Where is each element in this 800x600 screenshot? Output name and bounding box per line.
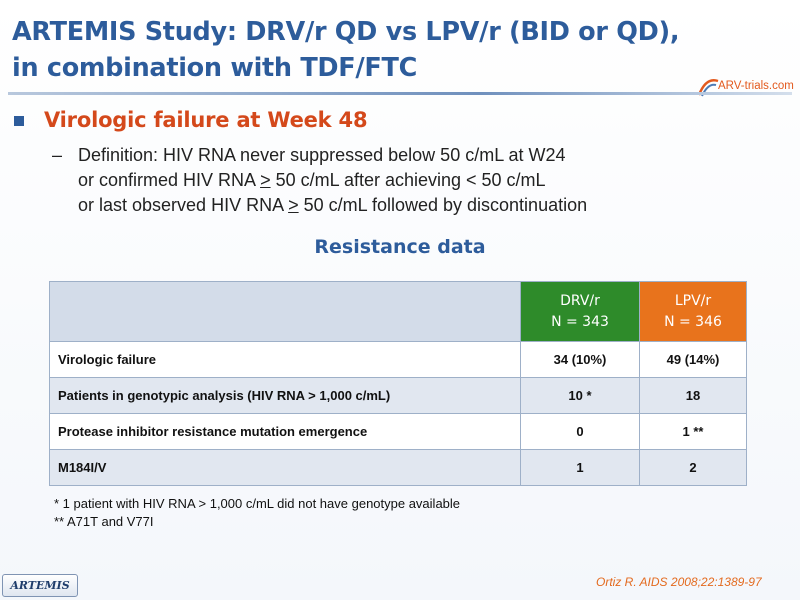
definition-line-1: Definition: HIV RNA never suppressed bel… [78,145,566,165]
geq-symbol: > [260,170,271,190]
lpv-value: 49 (14%) [639,341,747,378]
dash-bullet-icon: – [52,145,63,165]
definition-line-3: or last observed HIV RNA > 50 c/mL follo… [78,195,588,215]
lpv-value: 18 [639,377,747,414]
lpv-value: 1 ** [639,413,747,450]
row-label: Patients in genotypic analysis (HIV RNA … [49,377,521,414]
row-label: Virologic failure [49,341,521,378]
table-row: Protease inhibitor resistance mutation e… [49,413,747,450]
header-lpv: LPV/r N = 346 [639,281,747,342]
header-empty-cell [49,281,521,342]
row-label: Protease inhibitor resistance mutation e… [49,413,521,450]
drv-value: 10 * [520,377,640,414]
lpv-value: 2 [639,449,747,486]
footnotes: * 1 patient with HIV RNA > 1,000 c/mL di… [54,495,460,531]
footnote-1: * 1 patient with HIV RNA > 1,000 c/mL di… [54,496,461,511]
arv-trials-logo: ARV-trials.com [696,75,796,99]
title-divider [8,92,792,95]
definition-block: – Definition: HIV RNA never suppressed b… [52,143,752,218]
table-row: Patients in genotypic analysis (HIV RNA … [49,377,747,414]
logo-text: ARV-trials.com [718,80,794,92]
table-header-row: DRV/r N = 343 LPV/r N = 346 [49,281,747,342]
definition-line-2: or confirmed HIV RNA > 50 c/mL after ach… [78,170,546,190]
title-line-2: in combination with TDF/FTC [12,53,418,83]
drv-value: 1 [520,449,640,486]
geq-symbol: > [288,195,299,215]
citation: Ortiz R. AIDS 2008;22:1389-97 [596,575,762,589]
header-drv: DRV/r N = 343 [520,281,640,342]
square-bullet-icon [14,116,24,126]
drv-value: 0 [520,413,640,450]
section-subtitle: Resistance data [314,236,486,258]
resistance-table: DRV/r N = 343 LPV/r N = 346 Virologic fa… [49,281,747,486]
slide-title: ARTEMIS Study: DRV/r QD vs LPV/r (BID or… [12,14,732,86]
table-row: Virologic failure 34 (10%) 49 (14%) [49,341,747,378]
footnote-2: ** A71T and V77I [54,514,154,529]
bullet-text: Virologic failure at Week 48 [44,108,368,132]
row-label: M184I/V [49,449,521,486]
table-row: M184I/V 1 2 [49,449,747,486]
title-line-1: ARTEMIS Study: DRV/r QD vs LPV/r (BID or… [12,17,680,47]
main-bullet: Virologic failure at Week 48 [14,108,368,132]
study-tag: ARTEMIS [2,574,78,597]
drv-value: 34 (10%) [520,341,640,378]
